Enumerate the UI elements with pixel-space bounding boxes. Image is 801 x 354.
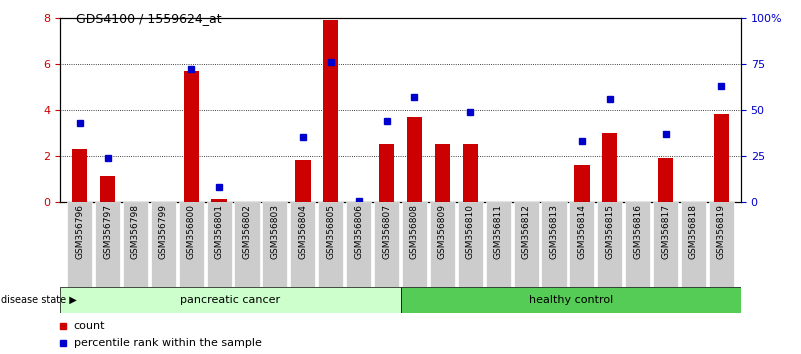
Text: GSM356798: GSM356798	[131, 204, 140, 259]
Bar	[435, 144, 450, 202]
Bar	[658, 158, 674, 202]
FancyBboxPatch shape	[207, 202, 231, 287]
Text: pancreatic cancer: pancreatic cancer	[180, 295, 280, 305]
Text: GSM356818: GSM356818	[689, 204, 698, 259]
Text: GSM356797: GSM356797	[103, 204, 112, 259]
FancyBboxPatch shape	[235, 202, 260, 287]
Bar	[323, 20, 338, 202]
Bar	[100, 177, 115, 202]
Text: GSM356817: GSM356817	[661, 204, 670, 259]
FancyBboxPatch shape	[681, 202, 706, 287]
Bar	[463, 144, 478, 202]
FancyBboxPatch shape	[709, 202, 734, 287]
FancyBboxPatch shape	[151, 202, 176, 287]
FancyBboxPatch shape	[457, 202, 483, 287]
Text: GSM356803: GSM356803	[271, 204, 280, 259]
Text: GSM356810: GSM356810	[465, 204, 475, 259]
Text: percentile rank within the sample: percentile rank within the sample	[74, 338, 262, 348]
FancyBboxPatch shape	[374, 202, 399, 287]
Bar	[602, 133, 618, 202]
Text: GSM356808: GSM356808	[410, 204, 419, 259]
Text: GSM356811: GSM356811	[493, 204, 503, 259]
FancyBboxPatch shape	[67, 202, 92, 287]
Text: GSM356809: GSM356809	[438, 204, 447, 259]
Text: GSM356807: GSM356807	[382, 204, 391, 259]
FancyBboxPatch shape	[95, 202, 120, 287]
FancyBboxPatch shape	[179, 202, 203, 287]
Bar	[72, 149, 87, 202]
FancyBboxPatch shape	[570, 202, 594, 287]
FancyBboxPatch shape	[625, 202, 650, 287]
Text: GSM356800: GSM356800	[187, 204, 195, 259]
Text: GSM356806: GSM356806	[354, 204, 363, 259]
Bar	[714, 114, 729, 202]
Text: GSM356813: GSM356813	[549, 204, 558, 259]
Bar	[183, 71, 199, 202]
FancyBboxPatch shape	[430, 202, 455, 287]
Text: GSM356814: GSM356814	[578, 204, 586, 259]
Bar	[211, 200, 227, 202]
FancyBboxPatch shape	[541, 202, 566, 287]
FancyBboxPatch shape	[346, 202, 371, 287]
Bar	[407, 117, 422, 202]
Text: healthy control: healthy control	[529, 295, 613, 305]
Text: GDS4100 / 1559624_at: GDS4100 / 1559624_at	[76, 12, 222, 25]
Text: count: count	[74, 321, 105, 331]
FancyBboxPatch shape	[318, 202, 344, 287]
FancyBboxPatch shape	[598, 202, 622, 287]
Text: GSM356819: GSM356819	[717, 204, 726, 259]
Text: GSM356816: GSM356816	[633, 204, 642, 259]
FancyBboxPatch shape	[513, 202, 538, 287]
Text: GSM356801: GSM356801	[215, 204, 223, 259]
Bar	[574, 165, 590, 202]
FancyBboxPatch shape	[263, 202, 288, 287]
Text: GSM356804: GSM356804	[298, 204, 308, 259]
Bar	[379, 144, 394, 202]
Text: GSM356799: GSM356799	[159, 204, 168, 259]
Text: GSM356815: GSM356815	[606, 204, 614, 259]
Text: GSM356805: GSM356805	[326, 204, 336, 259]
FancyBboxPatch shape	[60, 287, 400, 313]
FancyBboxPatch shape	[485, 202, 511, 287]
FancyBboxPatch shape	[402, 202, 427, 287]
Text: GSM356796: GSM356796	[75, 204, 84, 259]
FancyBboxPatch shape	[290, 202, 316, 287]
FancyBboxPatch shape	[400, 287, 741, 313]
Bar	[295, 160, 311, 202]
Text: GSM356802: GSM356802	[243, 204, 252, 259]
FancyBboxPatch shape	[123, 202, 148, 287]
Text: disease state ▶: disease state ▶	[1, 295, 77, 305]
Text: GSM356812: GSM356812	[521, 204, 530, 259]
FancyBboxPatch shape	[653, 202, 678, 287]
